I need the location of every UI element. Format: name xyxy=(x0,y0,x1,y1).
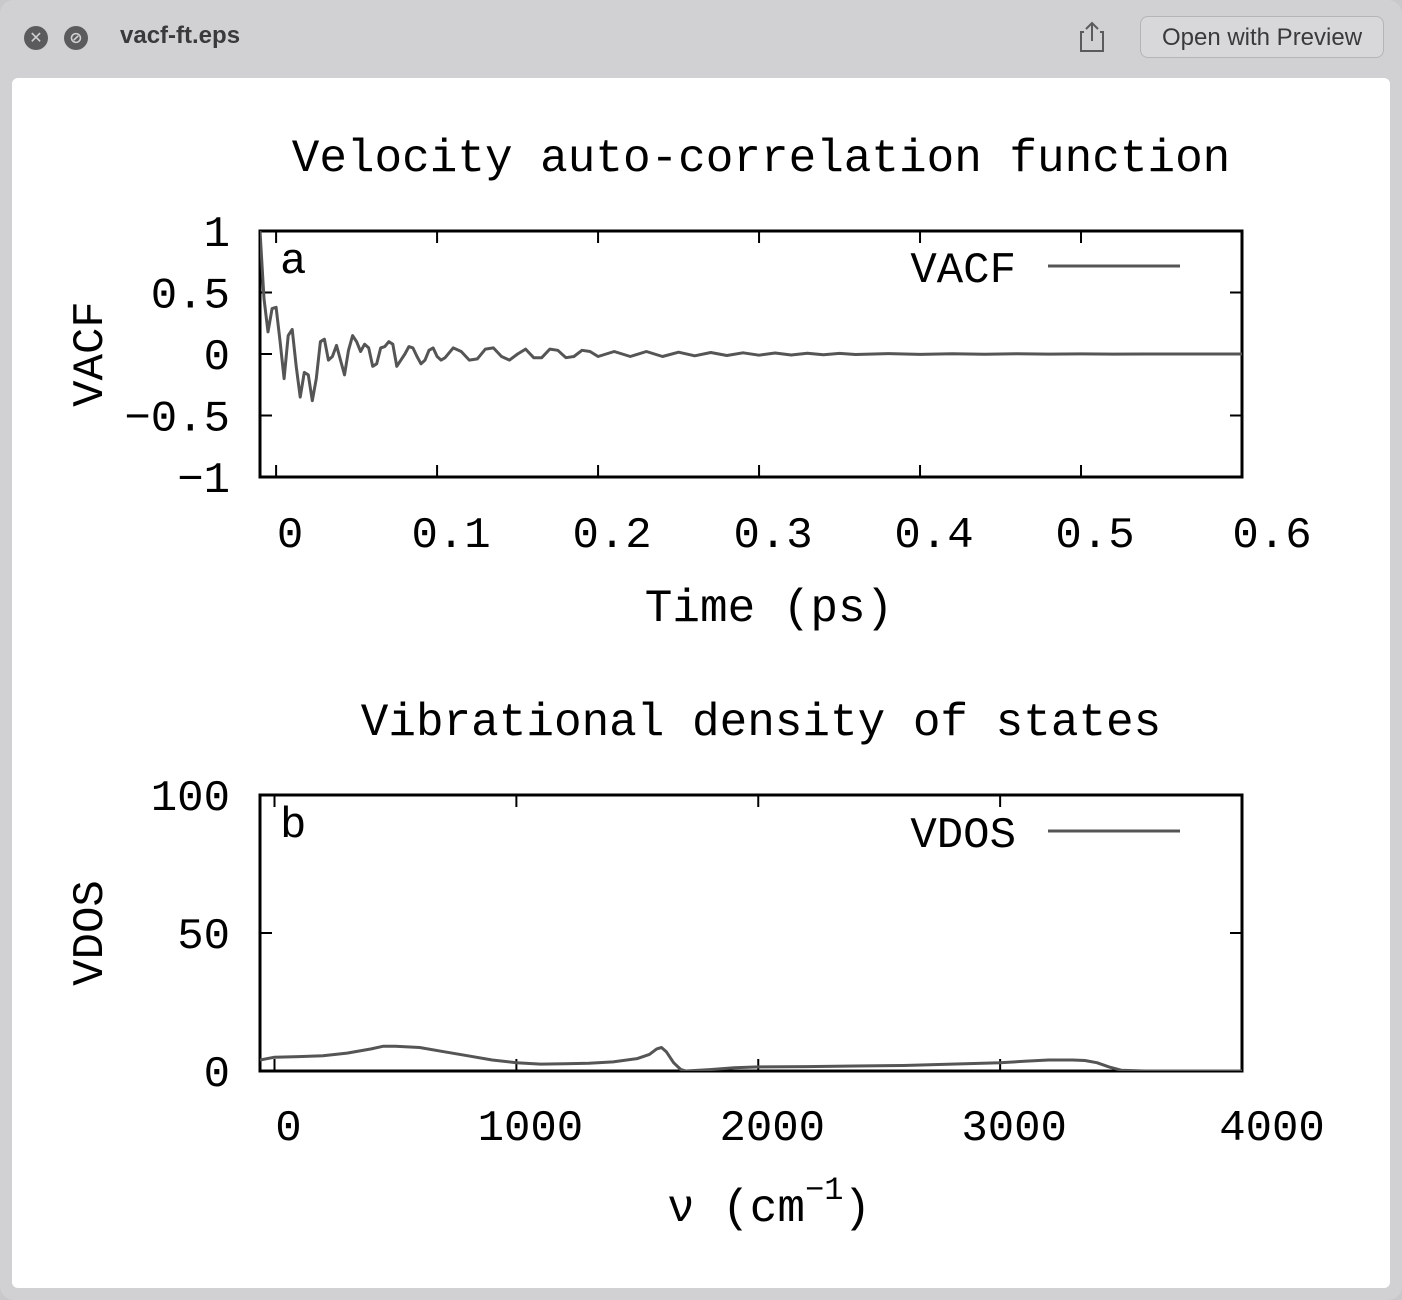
chart-title: Vibrational density of states xyxy=(361,697,1162,749)
x-tick-label: 0.2 xyxy=(572,511,651,561)
series-line-vdos xyxy=(260,1044,1242,1071)
y-tick-label: 0 xyxy=(204,1050,230,1100)
legend-label: VACF xyxy=(910,246,1016,296)
open-with-preview-button[interactable]: Open with Preview xyxy=(1140,16,1384,58)
x-tick-label: 0.3 xyxy=(733,511,812,561)
y-tick-label: 0.5 xyxy=(151,272,230,322)
chart-panel-vacf: Velocity auto-correlation function 0 0.1 0.… xyxy=(66,133,1312,635)
file-title: vacf-ft.eps xyxy=(120,22,241,49)
panel-label: b xyxy=(280,801,306,851)
x-axis-label-suffix: ) xyxy=(843,1183,871,1235)
plot-frame xyxy=(258,793,1244,1073)
x-tick-label: 0.5 xyxy=(1055,511,1134,561)
x-tick-label: 3000 xyxy=(961,1104,1067,1154)
x-tick-label: 4000 xyxy=(1219,1104,1325,1154)
close-icon[interactable]: ✕ xyxy=(24,26,48,50)
x-tick-label: 0 xyxy=(277,511,303,561)
y-axis-label: VDOS xyxy=(66,880,116,986)
share-icon[interactable] xyxy=(1076,20,1108,54)
y-tick-label: 50 xyxy=(177,912,230,962)
x-tick-label: 0.1 xyxy=(411,511,490,561)
minimize-icon[interactable]: ⊘ xyxy=(64,26,88,50)
x-axis-label: ν (cm−1) xyxy=(667,1172,871,1235)
x-axis-label-superscript: −1 xyxy=(805,1172,843,1209)
legend-label: VDOS xyxy=(910,811,1016,861)
preview-content: Velocity auto-correlation function 0 0.1 0.… xyxy=(12,78,1390,1288)
x-tick-label: 1000 xyxy=(478,1104,584,1154)
x-tick-label: 0.4 xyxy=(894,511,973,561)
y-axis-label: VACF xyxy=(66,301,116,407)
y-tick-label: 0 xyxy=(204,333,230,383)
x-tick-label: 0 xyxy=(275,1104,301,1154)
chart-title: Velocity auto-correlation function xyxy=(292,133,1231,185)
x-tick-label: 0.6 xyxy=(1232,511,1311,561)
x-axis-label: Time (ps) xyxy=(645,583,893,635)
eps-figure: Velocity auto-correlation function 0 0.1 0.… xyxy=(66,133,1325,1235)
title-bar: ✕ ⊘ vacf-ft.eps Open with Preview xyxy=(0,0,1402,76)
y-tick-label: 100 xyxy=(151,774,230,824)
x-tick-label: 2000 xyxy=(719,1104,825,1154)
x-axis-label-main: ν (cm xyxy=(667,1183,805,1235)
y-tick-label: 1 xyxy=(204,210,230,260)
y-tick-label: −0.5 xyxy=(124,395,230,445)
panel-label: a xyxy=(280,237,306,287)
y-tick-label: −1 xyxy=(177,456,230,506)
series-line-vacf xyxy=(260,231,1242,403)
